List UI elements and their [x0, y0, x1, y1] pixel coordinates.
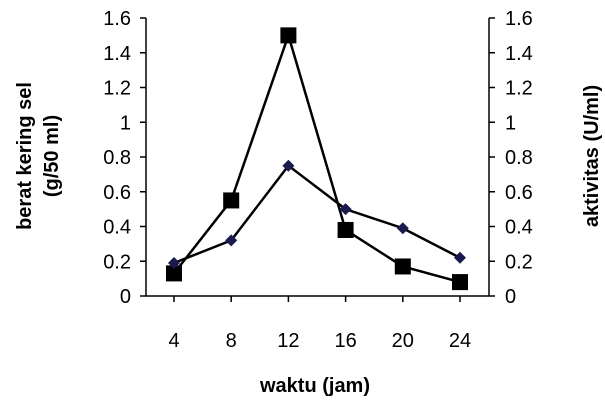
right-y-tick-label: 1.4: [505, 43, 533, 65]
diamond-marker: [168, 256, 180, 269]
square-marker: [452, 274, 468, 291]
left-axis-title-line-1: berat kering sel: [14, 82, 36, 230]
left-y-tick-label: 0.8: [103, 147, 131, 169]
right-y-tick-label: 1.6: [505, 8, 533, 30]
right-y-tick-label: 0.6: [505, 182, 533, 204]
diamond-marker: [396, 222, 409, 235]
chart-axes: [140, 17, 495, 302]
x-tick-label: 8: [226, 330, 237, 352]
left-y-tick-label: 1: [120, 112, 131, 134]
tick-labels: 0 0 0.2 0.2 0.4 0.4 0.6 0.6 0.8 0.8 1 1 1.2 1.2 1.4 1.4…: [103, 8, 533, 352]
x-axis-title: waktu (jam): [259, 375, 370, 397]
left-y-tick-label: 0.2: [103, 251, 131, 273]
x-tick-label: 12: [277, 330, 299, 352]
series-line-square: [173, 31, 461, 284]
right-y-tick-label: 1: [505, 112, 516, 134]
x-tick-label: 20: [392, 330, 414, 352]
diamond-marker: [454, 251, 466, 264]
right-y-tick-label: 1.2: [505, 78, 533, 100]
right-y-tick-label: 0.2: [505, 251, 533, 273]
diamond-marker: [339, 203, 352, 216]
diamond-marker: [225, 234, 238, 247]
x-tick-label: 24: [449, 330, 471, 352]
right-y-tick-label: 0.8: [505, 147, 533, 169]
square-marker: [280, 27, 297, 44]
left-y-tick-label: 0.6: [103, 182, 131, 204]
square-marker: [337, 221, 354, 238]
diamond-marker: [282, 159, 295, 172]
x-tick-label: 4: [168, 330, 179, 352]
right-y-tick-label: 0: [505, 286, 516, 308]
left-y-tick-label: 0.4: [103, 217, 131, 239]
left-y-tick-label: 0: [120, 286, 131, 308]
x-tick-label: 16: [334, 330, 356, 352]
left-y-tick-label: 1.2: [103, 78, 131, 100]
right-axis-title: aktivitas (U/ml): [581, 85, 603, 227]
square-marker: [394, 258, 411, 275]
square-marker: [166, 265, 182, 282]
series-line-diamond: [173, 163, 461, 265]
left-y-tick-label: 1.6: [103, 8, 131, 30]
chart-series: [166, 27, 468, 291]
left-y-tick-label: 1.4: [103, 43, 131, 65]
square-marker: [223, 192, 240, 209]
left-axis-title-line-2: (g/50 ml): [41, 115, 63, 197]
right-y-tick-label: 0.4: [505, 217, 533, 239]
